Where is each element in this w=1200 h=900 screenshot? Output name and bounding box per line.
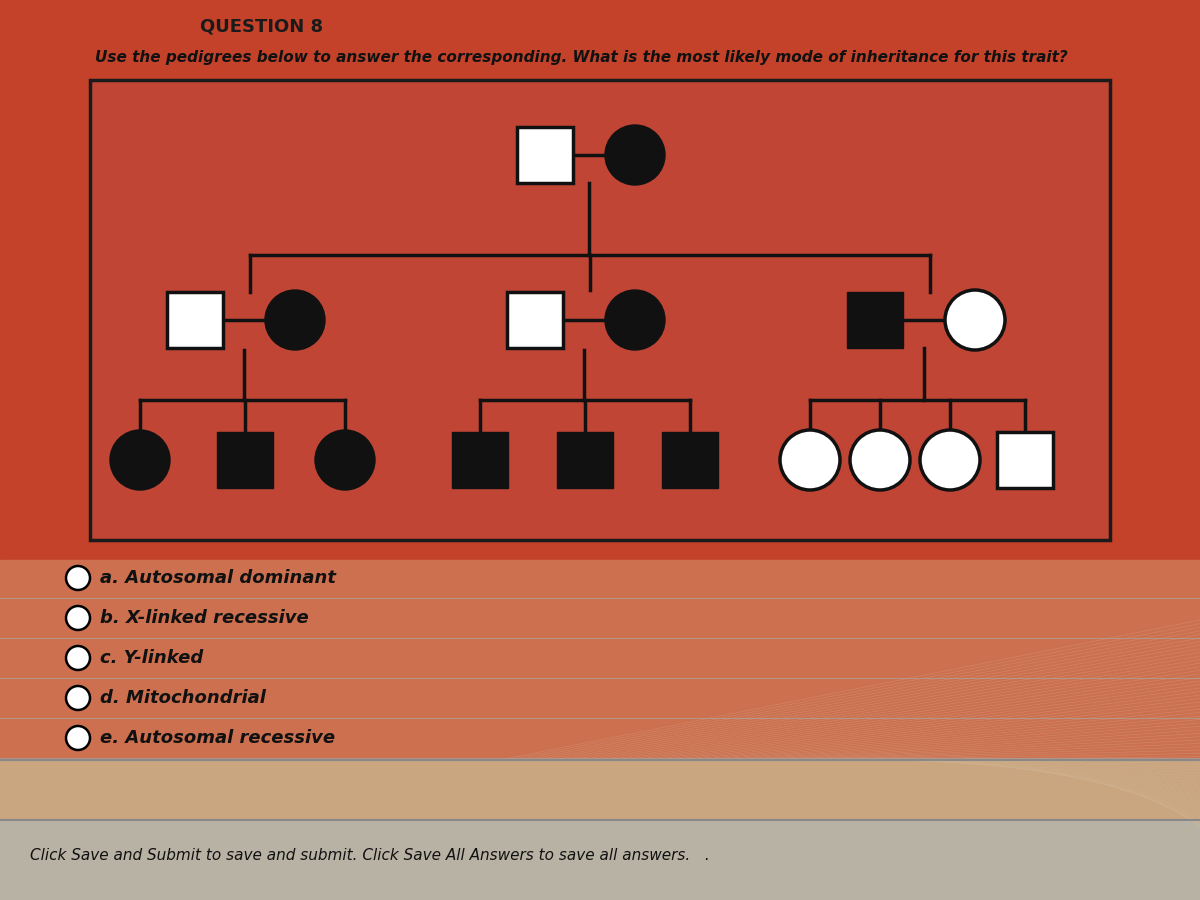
Circle shape <box>66 646 90 670</box>
Circle shape <box>314 430 374 490</box>
Bar <box>0 820 1200 900</box>
Circle shape <box>850 430 910 490</box>
Circle shape <box>605 290 665 350</box>
Bar <box>90 80 1110 540</box>
Circle shape <box>946 290 1006 350</box>
Bar <box>517 127 574 183</box>
Bar <box>508 292 563 348</box>
Text: d. Mitochondrial: d. Mitochondrial <box>100 689 266 707</box>
Bar <box>557 432 613 488</box>
Text: Click Save and Submit to save and submit. Click Save All Answers to save all ans: Click Save and Submit to save and submit… <box>30 848 709 862</box>
Bar <box>662 432 718 488</box>
Text: e. Autosomal recessive: e. Autosomal recessive <box>100 729 335 747</box>
Bar <box>847 292 904 348</box>
Text: a. Autosomal dominant: a. Autosomal dominant <box>100 569 336 587</box>
Bar <box>997 432 1054 488</box>
Circle shape <box>780 430 840 490</box>
Circle shape <box>66 566 90 590</box>
Circle shape <box>66 726 90 750</box>
Bar <box>0 760 1200 840</box>
Circle shape <box>605 125 665 185</box>
Circle shape <box>110 430 170 490</box>
Bar <box>0 0 1200 560</box>
Text: QUESTION 8: QUESTION 8 <box>200 18 323 36</box>
Bar <box>0 560 1200 760</box>
Text: c. Y-linked: c. Y-linked <box>100 649 203 667</box>
Bar <box>167 292 223 348</box>
Circle shape <box>66 606 90 630</box>
Text: Use the pedigrees below to answer the corresponding. What is the most likely mod: Use the pedigrees below to answer the co… <box>95 50 1068 65</box>
Bar <box>217 432 274 488</box>
Bar <box>452 432 508 488</box>
Circle shape <box>920 430 980 490</box>
Circle shape <box>265 290 325 350</box>
Circle shape <box>66 686 90 710</box>
Text: b. X-linked recessive: b. X-linked recessive <box>100 609 308 627</box>
